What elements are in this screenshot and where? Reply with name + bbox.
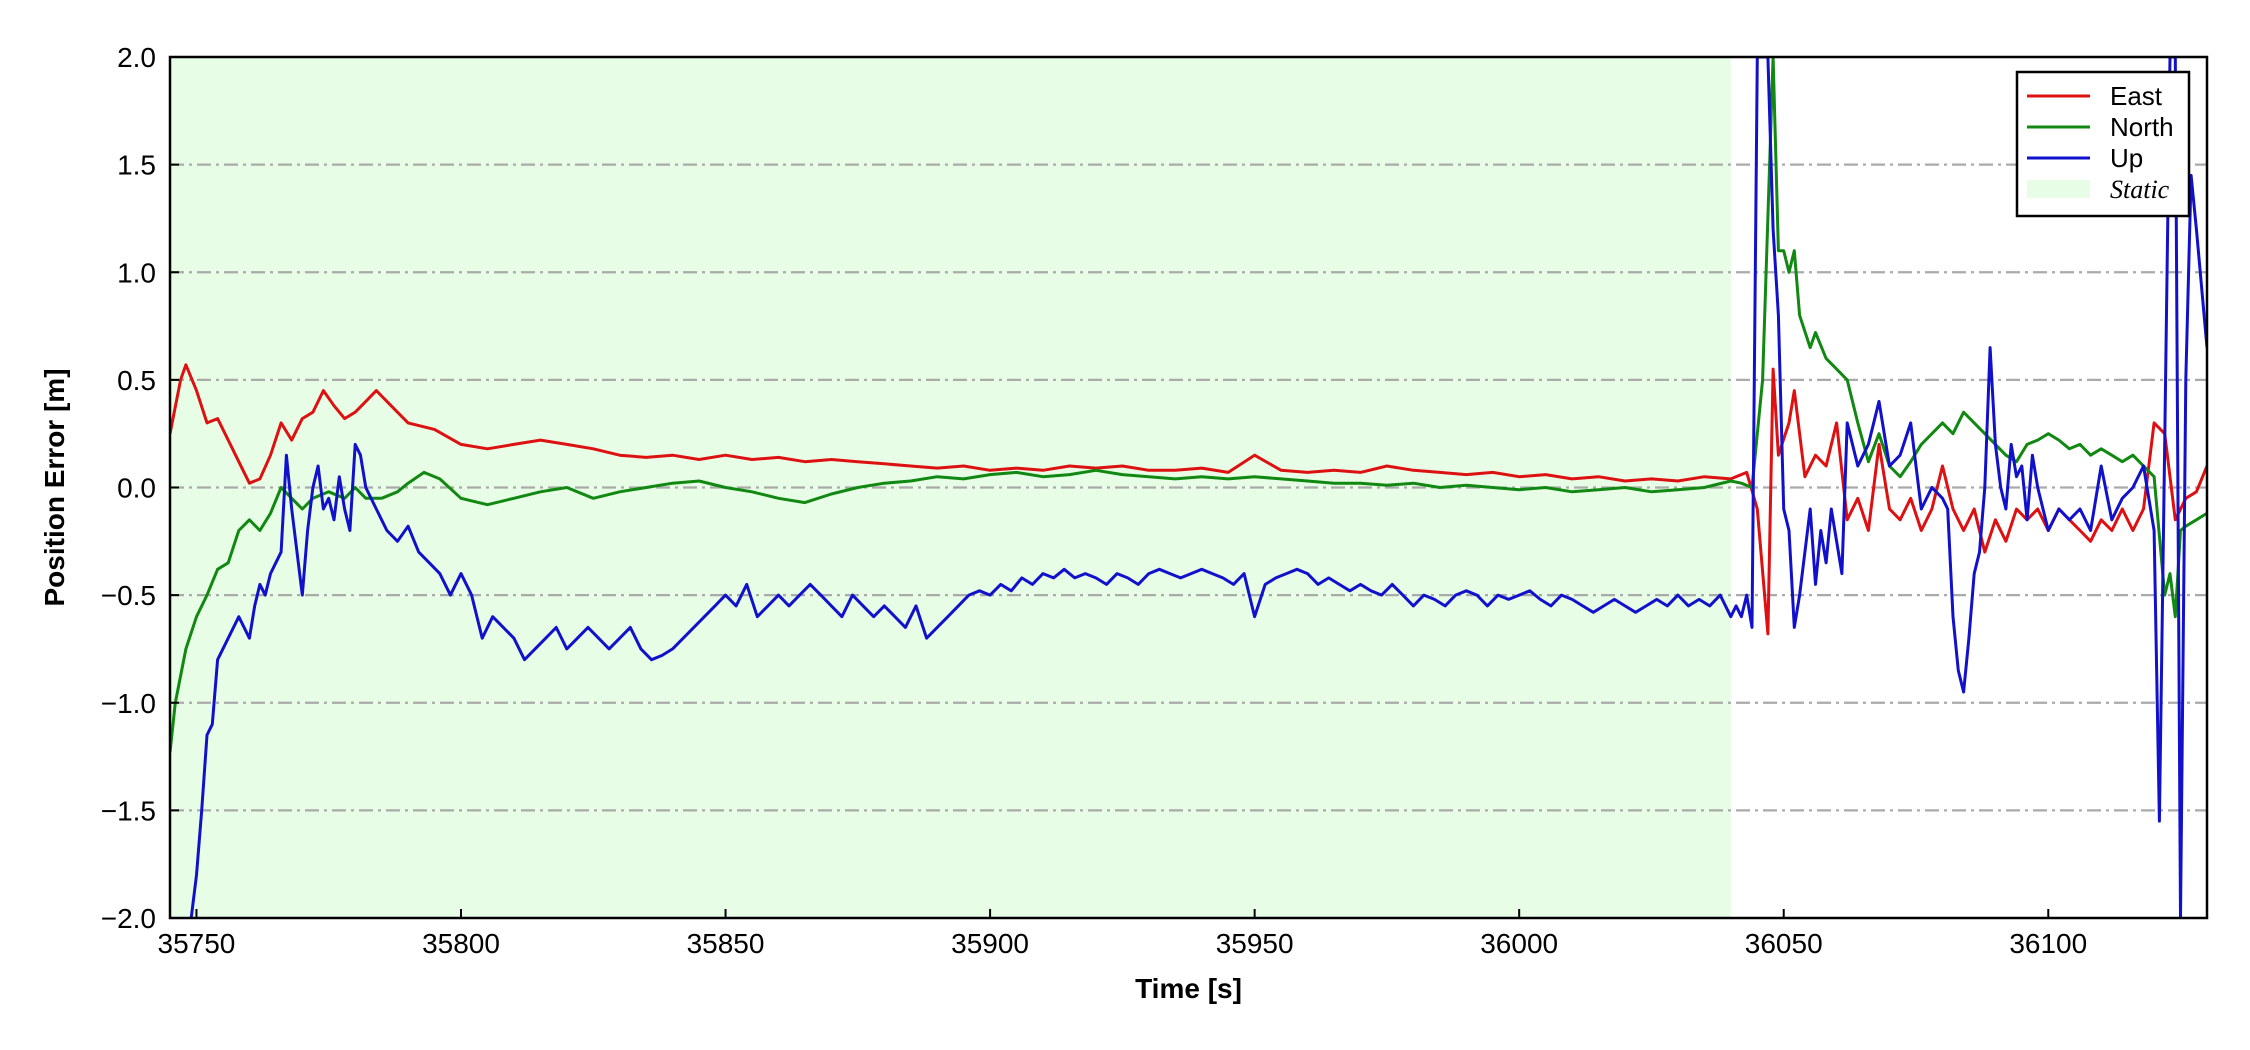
y-axis-title: Position Error [m]: [39, 368, 70, 606]
x-tick-label: 35800: [422, 928, 500, 959]
x-tick-label: 36100: [2009, 928, 2087, 959]
x-tick-label: 35750: [158, 928, 236, 959]
legend-entry-static-swatch: [2027, 180, 2090, 198]
grid-layer: [170, 163, 2207, 812]
y-tick-label: −2.0: [101, 903, 156, 934]
x-tick-label: 36050: [1745, 928, 1823, 959]
legend-entry-static-label: Static: [2110, 175, 2170, 204]
x-tick-label: 35950: [1216, 928, 1294, 959]
y-tick-label: −1.0: [101, 688, 156, 719]
y-tick-label: 1.5: [117, 150, 156, 181]
y-tick-label: −1.5: [101, 795, 156, 826]
y-tick-label: 1.0: [117, 257, 156, 288]
y-tick-label: 0.5: [117, 365, 156, 396]
y-tick-label: 0.0: [117, 473, 156, 504]
y-tick-label: 2.0: [117, 42, 156, 73]
x-tick-label: 35900: [951, 928, 1029, 959]
y-tick-label: −0.5: [101, 580, 156, 611]
series-layer: [170, 57, 2207, 918]
legend-entry-up-label: Up: [2110, 143, 2143, 173]
legend-entry-east-label: East: [2110, 81, 2163, 111]
x-axis-title: Time [s]: [1135, 973, 1242, 1004]
tick-layer: 35750 35800 35850 35900 35950 36000 36050 36100…: [101, 42, 2087, 959]
x-tick-label: 35850: [687, 928, 765, 959]
x-tick-label: 36000: [1480, 928, 1558, 959]
series-line-east: [170, 363, 2207, 636]
series-line-up: [189, 57, 2207, 918]
legend-entry-north-label: North: [2110, 112, 2174, 142]
